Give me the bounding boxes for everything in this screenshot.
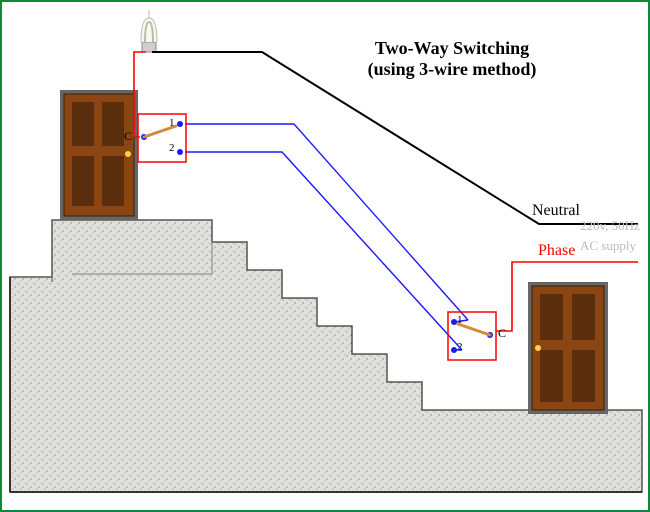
sw1-1-label: 1: [169, 117, 175, 129]
sw2-c-label: C: [498, 326, 506, 341]
sw2-2-label: 2: [457, 341, 463, 353]
title-line2: (using 3-wire method): [322, 59, 582, 80]
door-top: [60, 90, 138, 220]
diagram-canvas: Two-Way Switching (using 3-wire method) …: [0, 0, 650, 512]
title-line1: Two-Way Switching: [322, 38, 582, 59]
sw2-1-label: 1: [457, 314, 463, 326]
phase-label: Phase: [538, 242, 575, 260]
bulb-icon: [141, 10, 157, 52]
sw1-2-label: 2: [169, 142, 175, 154]
switch-top: [138, 114, 186, 162]
diagram-title: Two-Way Switching (using 3-wire method): [322, 38, 582, 80]
switch-bottom: [448, 312, 496, 360]
supply-label-2: AC supply: [580, 238, 636, 254]
neutral-label: Neutral: [532, 202, 580, 220]
door-bottom: [528, 282, 608, 414]
sw1-c-label: C: [124, 129, 132, 144]
supply-label-1: 220v, 50Hz: [580, 218, 640, 234]
